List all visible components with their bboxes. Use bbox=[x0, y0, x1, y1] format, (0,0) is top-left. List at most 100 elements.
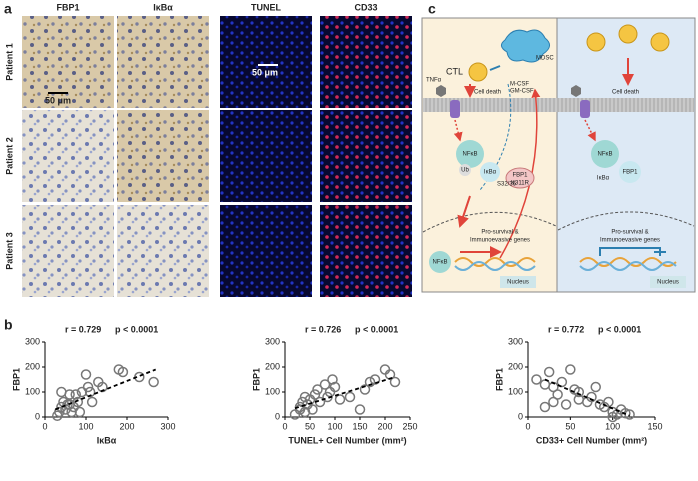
y-tick-label: 100 bbox=[25, 386, 40, 396]
point bbox=[148, 376, 159, 388]
row-label: Patient 1 bbox=[4, 43, 14, 81]
column-label: IκBα bbox=[153, 2, 173, 12]
micrograph bbox=[22, 16, 114, 108]
point bbox=[117, 366, 129, 378]
nfkb-dna bbox=[429, 251, 451, 273]
point bbox=[369, 374, 381, 385]
fbp1 bbox=[619, 161, 641, 183]
label: CTL bbox=[446, 66, 463, 76]
y-tick-label: 0 bbox=[518, 411, 523, 421]
point bbox=[299, 391, 311, 403]
nfkb bbox=[456, 140, 484, 168]
ikba bbox=[480, 162, 500, 182]
annotation: r = 0.772 bbox=[548, 324, 584, 334]
x-tick-label: 0 bbox=[282, 421, 287, 431]
y-axis-label: FBP1 bbox=[494, 368, 504, 391]
ub bbox=[459, 164, 471, 176]
label: TNFα bbox=[426, 78, 442, 84]
panel-label: c bbox=[428, 1, 436, 17]
y-tick-label: 0 bbox=[275, 411, 280, 421]
nuclear-envelope bbox=[422, 211, 557, 233]
point bbox=[389, 376, 401, 388]
micrograph bbox=[320, 16, 412, 108]
label: K311R bbox=[511, 181, 530, 187]
label: S32/36 bbox=[497, 182, 517, 188]
label: GM-CSF bbox=[510, 89, 534, 95]
label: NFκB bbox=[433, 260, 448, 266]
mdsc-cell bbox=[501, 29, 550, 63]
ctl-cell bbox=[468, 62, 488, 82]
x-tick-label: 250 bbox=[402, 421, 417, 431]
nuclear-envelope bbox=[557, 211, 695, 231]
micrograph bbox=[220, 16, 312, 108]
point bbox=[359, 384, 371, 395]
point bbox=[607, 411, 618, 423]
label: FBP1 bbox=[622, 170, 638, 176]
dna bbox=[579, 261, 677, 271]
column-label: TUNEL bbox=[251, 2, 281, 12]
panel-label: b bbox=[4, 317, 13, 333]
point bbox=[86, 396, 98, 408]
x-tick-label: 150 bbox=[647, 421, 662, 431]
x-tick-label: 300 bbox=[160, 421, 175, 431]
point bbox=[560, 399, 572, 410]
point bbox=[294, 404, 306, 415]
x-tick-label: 200 bbox=[119, 421, 134, 431]
ctl-cell bbox=[618, 24, 638, 44]
x-tick-label: 0 bbox=[525, 421, 530, 431]
point bbox=[307, 404, 318, 415]
label: Immunoevasive genes bbox=[600, 238, 660, 244]
ctl-cell bbox=[586, 32, 606, 52]
micrograph bbox=[220, 110, 312, 202]
column-label: CD33 bbox=[354, 2, 377, 12]
pathway-diagram: MDSC CTL TNFα M-CSF GM-CSF Cell death NF… bbox=[421, 17, 696, 293]
row-label: Patient 2 bbox=[4, 137, 14, 175]
x-tick-label: 150 bbox=[352, 421, 367, 431]
label: NFκB bbox=[463, 152, 478, 158]
dna bbox=[454, 261, 536, 271]
micrograph-grid: FBP1 IκBα TUNEL CD33 Patient 1 Patient 2 Patie… bbox=[4, 2, 412, 297]
point bbox=[80, 369, 92, 380]
point bbox=[548, 396, 559, 408]
point bbox=[299, 406, 311, 418]
y-tick-label: 0 bbox=[35, 411, 40, 421]
annotation: p < 0.0001 bbox=[355, 324, 398, 334]
receptor bbox=[450, 100, 460, 118]
membrane bbox=[423, 98, 694, 112]
y-tick-label: 200 bbox=[265, 361, 280, 371]
annotation: p < 0.0001 bbox=[598, 324, 641, 334]
dna bbox=[454, 257, 536, 267]
point bbox=[82, 381, 94, 393]
annotation: r = 0.729 bbox=[65, 324, 101, 334]
column-label: FBP1 bbox=[56, 2, 79, 12]
y-tick-label: 100 bbox=[265, 386, 280, 396]
point bbox=[379, 364, 391, 375]
micrograph bbox=[220, 205, 312, 297]
ctl-cell bbox=[650, 32, 670, 52]
point bbox=[543, 366, 555, 378]
nucleus-tag bbox=[500, 276, 536, 288]
scale-label: 50 μm bbox=[252, 67, 278, 77]
point bbox=[539, 401, 551, 413]
row-label: Patient 3 bbox=[4, 232, 14, 270]
y-tick-label: 200 bbox=[508, 361, 523, 371]
point bbox=[329, 381, 341, 393]
label: Ub bbox=[461, 168, 469, 174]
arrow bbox=[457, 195, 471, 228]
micrograph bbox=[117, 110, 209, 202]
point bbox=[565, 364, 576, 375]
point bbox=[531, 374, 542, 385]
point bbox=[319, 379, 331, 390]
point bbox=[56, 386, 67, 398]
label: FBP1 bbox=[512, 173, 528, 179]
point bbox=[64, 399, 75, 410]
point bbox=[344, 391, 356, 403]
point bbox=[76, 386, 88, 398]
micrograph bbox=[320, 110, 412, 202]
x-tick-label: 50 bbox=[305, 421, 315, 431]
panel-label: a bbox=[4, 1, 12, 17]
dna bbox=[579, 257, 677, 267]
scale-label: 50 μm bbox=[45, 95, 71, 105]
